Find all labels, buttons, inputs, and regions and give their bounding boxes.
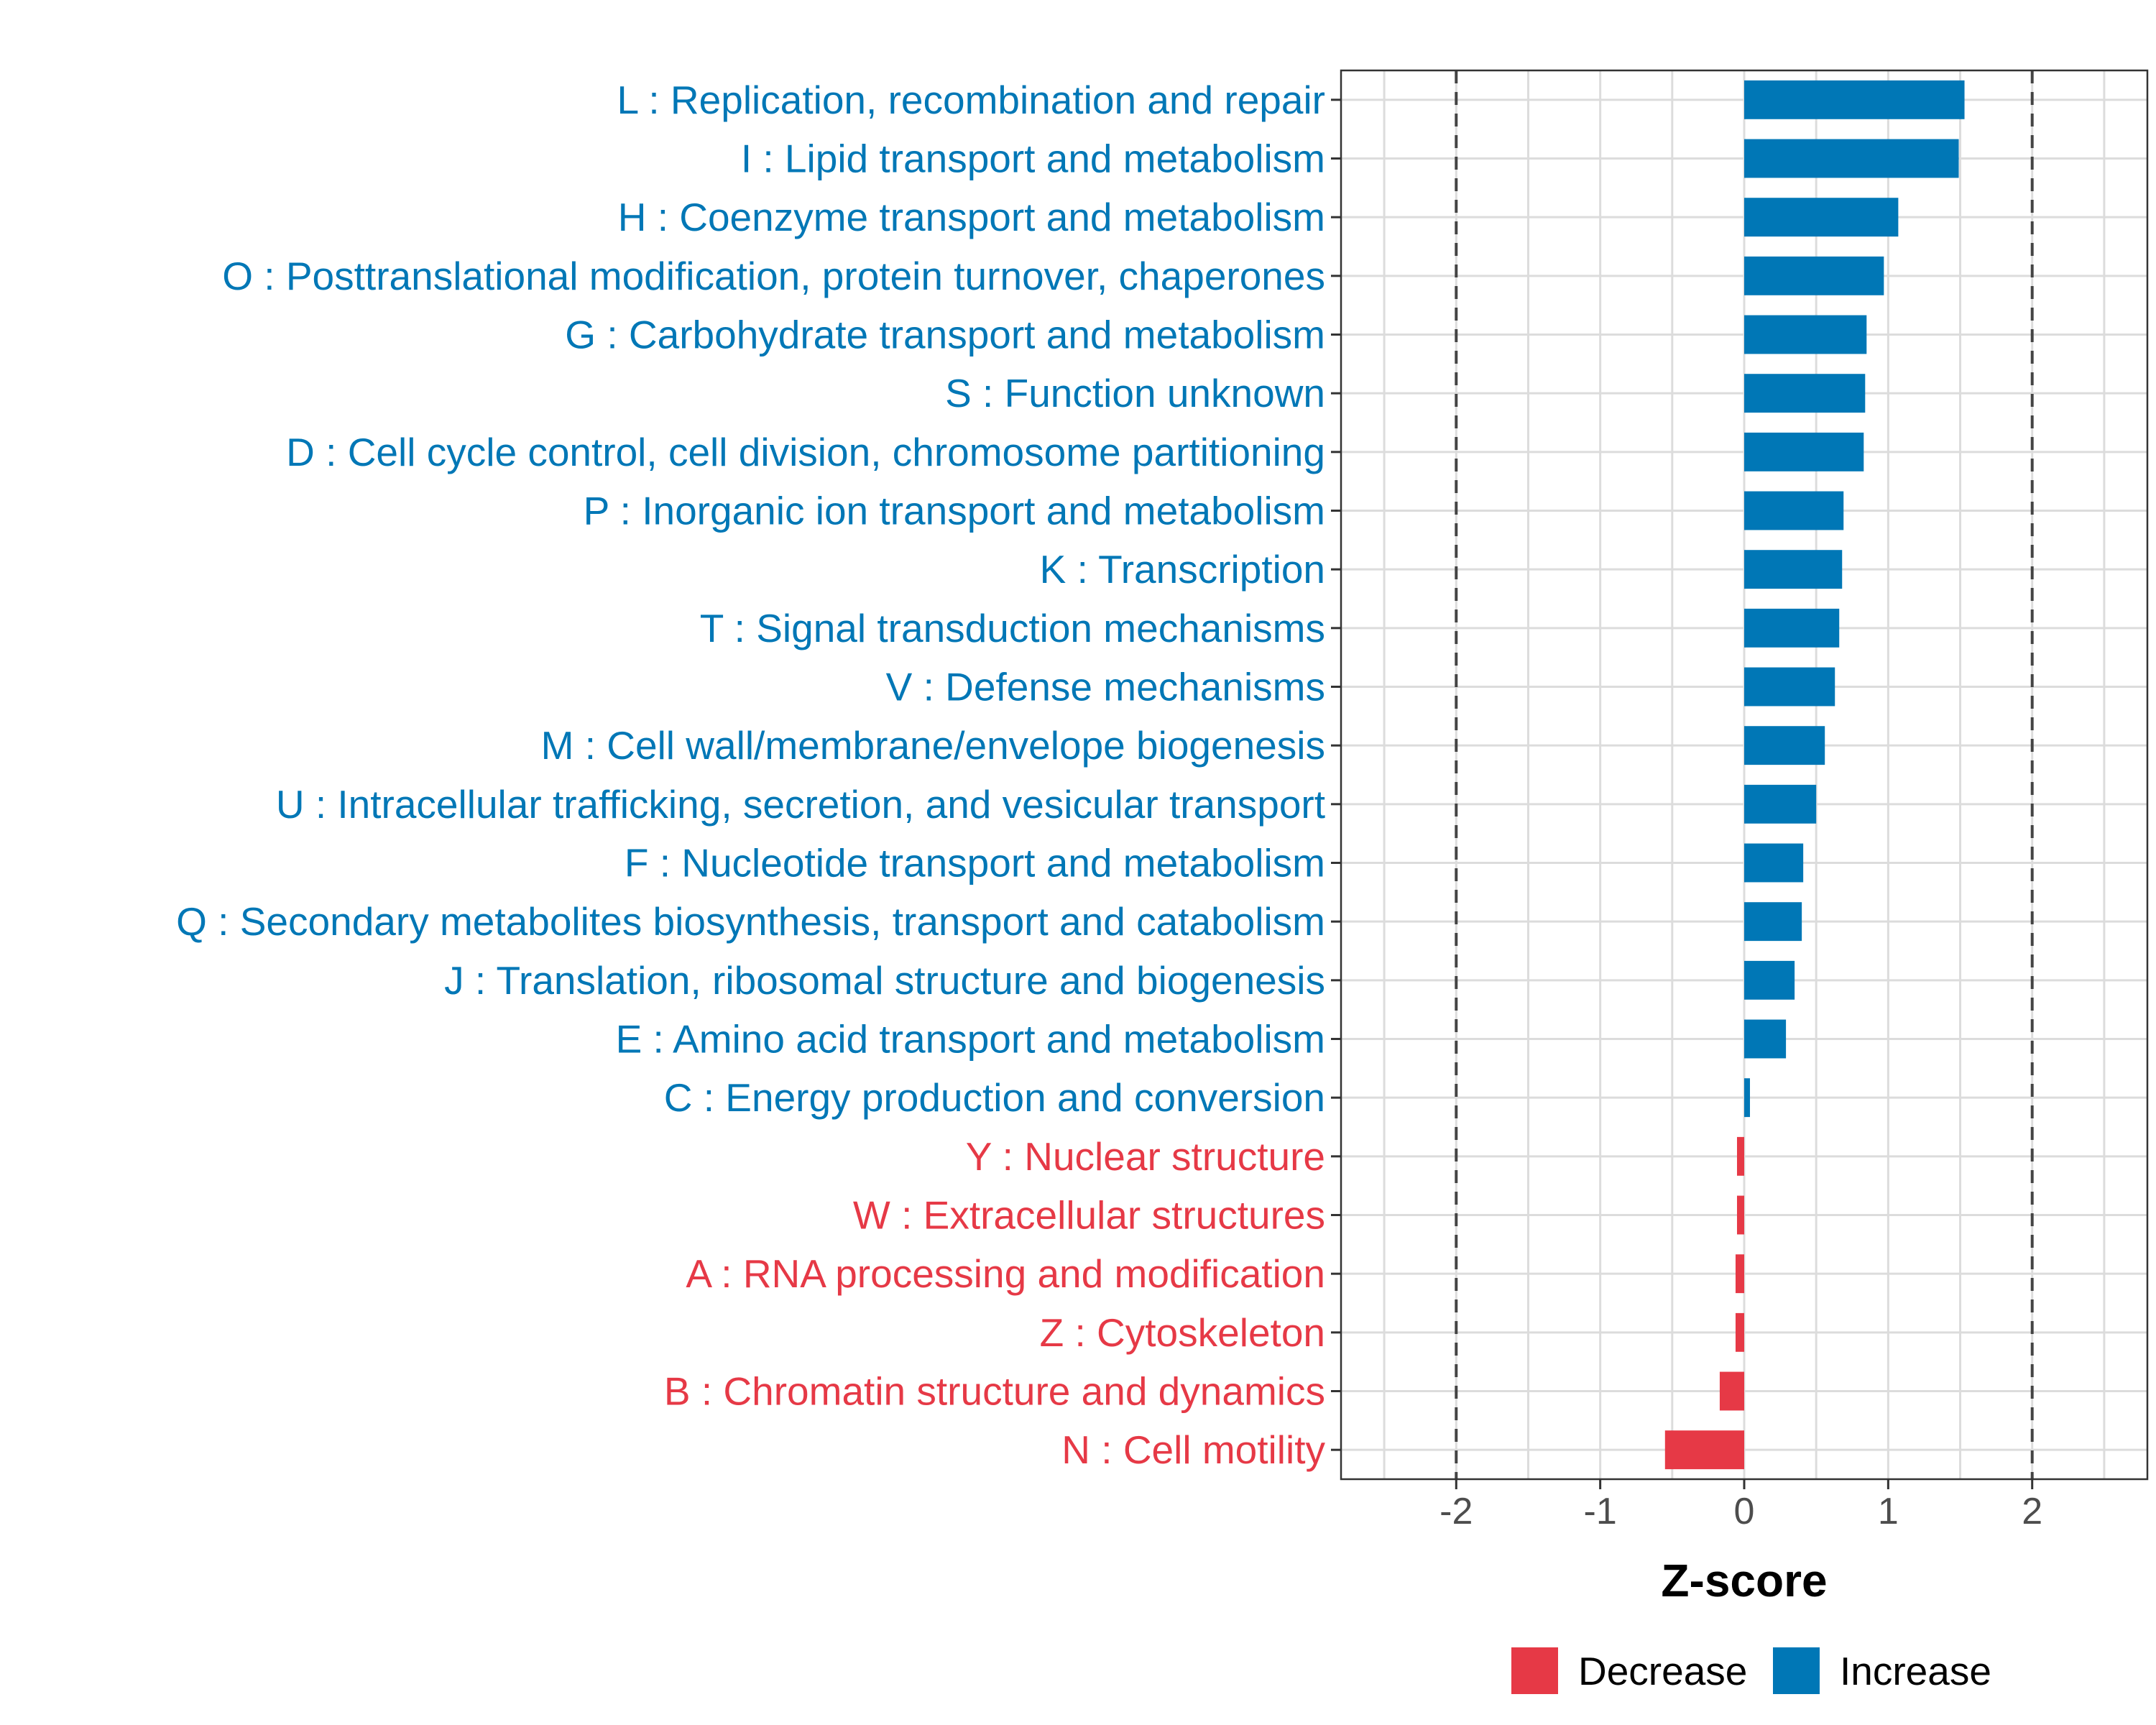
y-tick-label: V : Defense mechanisms [886, 665, 1325, 709]
legend-label: Decrease [1578, 1649, 1747, 1693]
y-tick-label: C : Energy production and conversion [664, 1075, 1325, 1120]
y-axis-ticks [1331, 98, 1341, 1451]
bar [1744, 667, 1835, 707]
bar [1744, 315, 1867, 354]
bar [1744, 608, 1840, 648]
bar [1744, 139, 1959, 178]
x-tick-label: -1 [1584, 1491, 1617, 1532]
y-tick-label: K : Transcription [1040, 547, 1325, 592]
x-axis-ticks: -2 -1 0 1 2 [1439, 1479, 2042, 1532]
y-axis-labels: L : Replication, recombination and repai… [176, 78, 1325, 1472]
bar [1719, 1371, 1744, 1411]
y-tick-label: H : Coenzyme transport and metabolism [618, 195, 1325, 239]
y-tick-label: Y : Nuclear structure [966, 1134, 1325, 1179]
x-axis-title: Z-score [1661, 1555, 1827, 1606]
bar [1744, 1078, 1751, 1118]
bar [1744, 1019, 1787, 1059]
y-tick-label: I : Lipid transport and metabolism [741, 137, 1325, 181]
bar [1744, 256, 1884, 295]
bar [1735, 1312, 1744, 1352]
legend: Decrease Increase [1511, 1647, 1991, 1694]
bar [1744, 726, 1825, 765]
x-tick-label: 0 [1734, 1491, 1755, 1532]
y-tick-label: L : Replication, recombination and repai… [617, 78, 1325, 122]
bar [1735, 1254, 1744, 1294]
bars [1664, 80, 1965, 1470]
legend-swatch [1511, 1647, 1558, 1694]
legend-label: Increase [1840, 1649, 1991, 1693]
bar [1744, 374, 1866, 413]
reference-lines [1455, 70, 2034, 1479]
y-tick-label: Q : Secondary metabolites biosynthesis, … [176, 899, 1325, 944]
y-tick-label: A : RNA processing and modification [686, 1251, 1325, 1296]
x-tick-label: 2 [2022, 1491, 2042, 1532]
bar [1744, 198, 1899, 237]
legend-swatch [1773, 1647, 1820, 1694]
bar [1744, 784, 1817, 824]
y-tick-label: O : Posttranslational modification, prot… [222, 254, 1325, 298]
bar [1744, 960, 1795, 1000]
bar [1664, 1430, 1744, 1470]
bar [1744, 902, 1802, 942]
bar [1744, 550, 1843, 589]
y-tick-label: B : Chromatin structure and dynamics [664, 1369, 1325, 1414]
y-tick-label: G : Carbohydrate transport and metabolis… [565, 313, 1325, 357]
y-tick-label: W : Extracellular structures [853, 1193, 1325, 1238]
bar [1744, 80, 1965, 119]
y-tick-label: F : Nucleotide transport and metabolism [625, 841, 1325, 886]
y-tick-label: U : Intracellular trafficking, secretion… [276, 782, 1325, 827]
bar [1736, 1136, 1744, 1176]
y-tick-label: J : Translation, ribosomal structure and… [444, 958, 1325, 1003]
bar [1736, 1195, 1744, 1235]
bar [1744, 432, 1864, 472]
y-tick-label: M : Cell wall/membrane/envelope biogenes… [541, 723, 1325, 768]
y-tick-label: Z : Cytoskeleton [1040, 1310, 1325, 1355]
bar [1744, 491, 1844, 530]
y-tick-label: D : Cell cycle control, cell division, c… [286, 430, 1325, 474]
bar [1744, 843, 1804, 883]
y-tick-label: T : Signal transduction mechanisms [700, 606, 1325, 650]
y-tick-label: N : Cell motility [1061, 1427, 1325, 1472]
y-tick-label: P : Inorganic ion transport and metaboli… [584, 489, 1325, 533]
x-tick-label: 1 [1878, 1491, 1899, 1532]
y-tick-label: E : Amino acid transport and metabolism [616, 1017, 1325, 1062]
x-tick-label: -2 [1439, 1491, 1473, 1532]
y-tick-label: S : Function unknown [945, 371, 1325, 415]
